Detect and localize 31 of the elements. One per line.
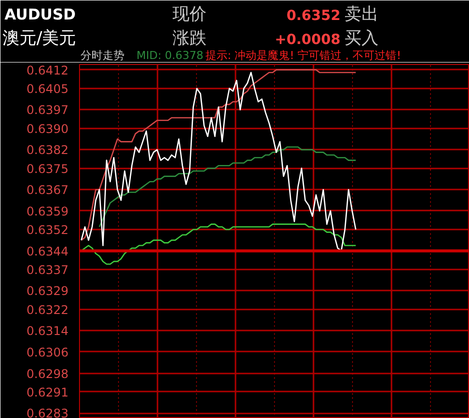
y-tick-label: 0.6322	[26, 302, 69, 317]
chart-subtitle: 澳元/美元	[2, 28, 76, 48]
line-series	[80, 224, 356, 265]
text: 买入	[344, 28, 378, 48]
y-tick-label: 0.6283	[26, 406, 69, 418]
y-tick-label: 0.6405	[26, 82, 69, 96]
y-tick-label: 0.6314	[26, 324, 69, 338]
text: 卖出	[344, 4, 378, 24]
y-tick-label: 0.6306	[26, 345, 69, 360]
text: 分时走势	[80, 49, 124, 62]
y-tick-label: 0.6359	[26, 204, 69, 218]
y-tick-label: 0.6337	[26, 262, 69, 277]
text: 0.6352	[286, 8, 341, 24]
y-tick-label: 0.6390	[26, 122, 69, 136]
y-tick-label: 0.6291	[26, 385, 69, 400]
text: MID: 0.6378	[136, 49, 204, 62]
text: +0.0008	[274, 32, 341, 48]
text: 现价	[172, 4, 206, 24]
line-series	[98, 146, 356, 228]
y-tick-label: 0.6382	[26, 143, 69, 158]
y-tick-label: 0.6375	[26, 162, 69, 176]
y-tick-label: 0.6412	[26, 63, 69, 78]
y-tick-label: 0.6344	[26, 244, 69, 258]
y-tick-label: 0.6329	[26, 284, 69, 298]
chart-title: AUDUSD	[4, 6, 76, 24]
text: 涨跌	[172, 28, 206, 48]
y-tick-label: 0.6397	[26, 103, 69, 118]
y-tick-label: 0.6298	[26, 366, 69, 381]
text: 提示: 冲动是魔鬼! 宁可错过，不可过错!	[206, 49, 402, 62]
y-tick-label: 0.6352	[26, 223, 69, 238]
y-tick-label: 0.6367	[26, 183, 69, 198]
